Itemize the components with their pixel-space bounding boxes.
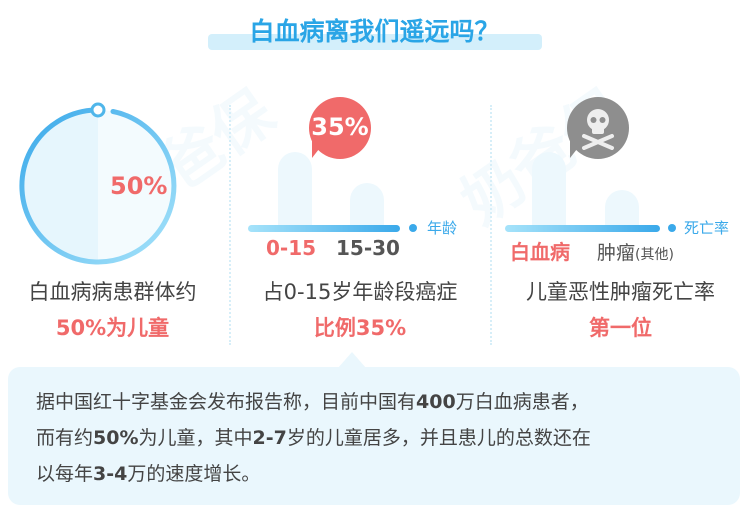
panel1-line1: 白血病病患群体约 [28,280,197,304]
axis-label: 年龄 [427,219,458,237]
page-title: 白血病离我们遥远吗？ [249,17,500,46]
text: 岁的儿童居多，并且患儿的总数还在 [286,427,591,449]
category-label: 肿瘤(其他) [597,238,674,265]
axis-dot [668,224,676,232]
percent-label: 50% [110,172,168,200]
panel2-line2: 比例35% [313,316,407,340]
divider [490,105,492,345]
bar-15-30 [350,183,384,228]
bubble-tail [570,140,584,158]
ring-chart [19,102,177,265]
panel2-line1: 占0-15岁年龄段癌症 [262,280,458,304]
bubble-tail [312,140,326,158]
category-label: 白血病 [510,240,570,264]
skull-crossbones-icon [582,109,614,150]
text: 以每年 [36,463,94,485]
x-axis [505,225,660,232]
panel3-line2: 第一位 [589,316,652,340]
bar-0-15 [278,152,312,228]
ring-marker [90,102,106,118]
text: 万白血病患者， [455,391,589,413]
category-label: 0-15 [266,236,317,260]
number: 2-7 [252,427,287,449]
x-axis [248,225,400,232]
info-box [8,367,740,505]
category-name: 肿瘤 [597,242,636,264]
number: 400 [416,391,456,413]
panel3-line1: 儿童恶性肿瘤死亡率 [526,280,715,304]
number: 50% [93,427,139,449]
ring-fill-left [22,110,98,262]
text: 而有约 [36,427,94,449]
category-note: (其他) [635,247,674,263]
axis-dot [409,224,417,232]
number: 3-4 [93,463,128,485]
bar-other-tumor [605,190,639,228]
bar-leukemia [532,152,566,228]
box-pointer [338,352,366,368]
divider [229,105,231,345]
ring-fill-right [98,110,174,262]
text: 据中国红十字基金会发布报告称，目前中国有 [36,391,417,413]
panel1-line2: 50%为儿童 [55,316,170,340]
bubble-text: 35% [311,113,369,141]
category-label: 15-30 [336,236,400,260]
info-text: 据中国红十字基金会发布报告称，目前中国有400万白血病患者， 而有约50%为儿童… [36,384,726,492]
axis-label: 死亡率 [684,219,730,237]
text: 为儿童，其中 [138,427,253,449]
title-highlight [208,34,542,50]
ring-arc [19,107,177,265]
text: 万的速度增长。 [127,463,261,485]
